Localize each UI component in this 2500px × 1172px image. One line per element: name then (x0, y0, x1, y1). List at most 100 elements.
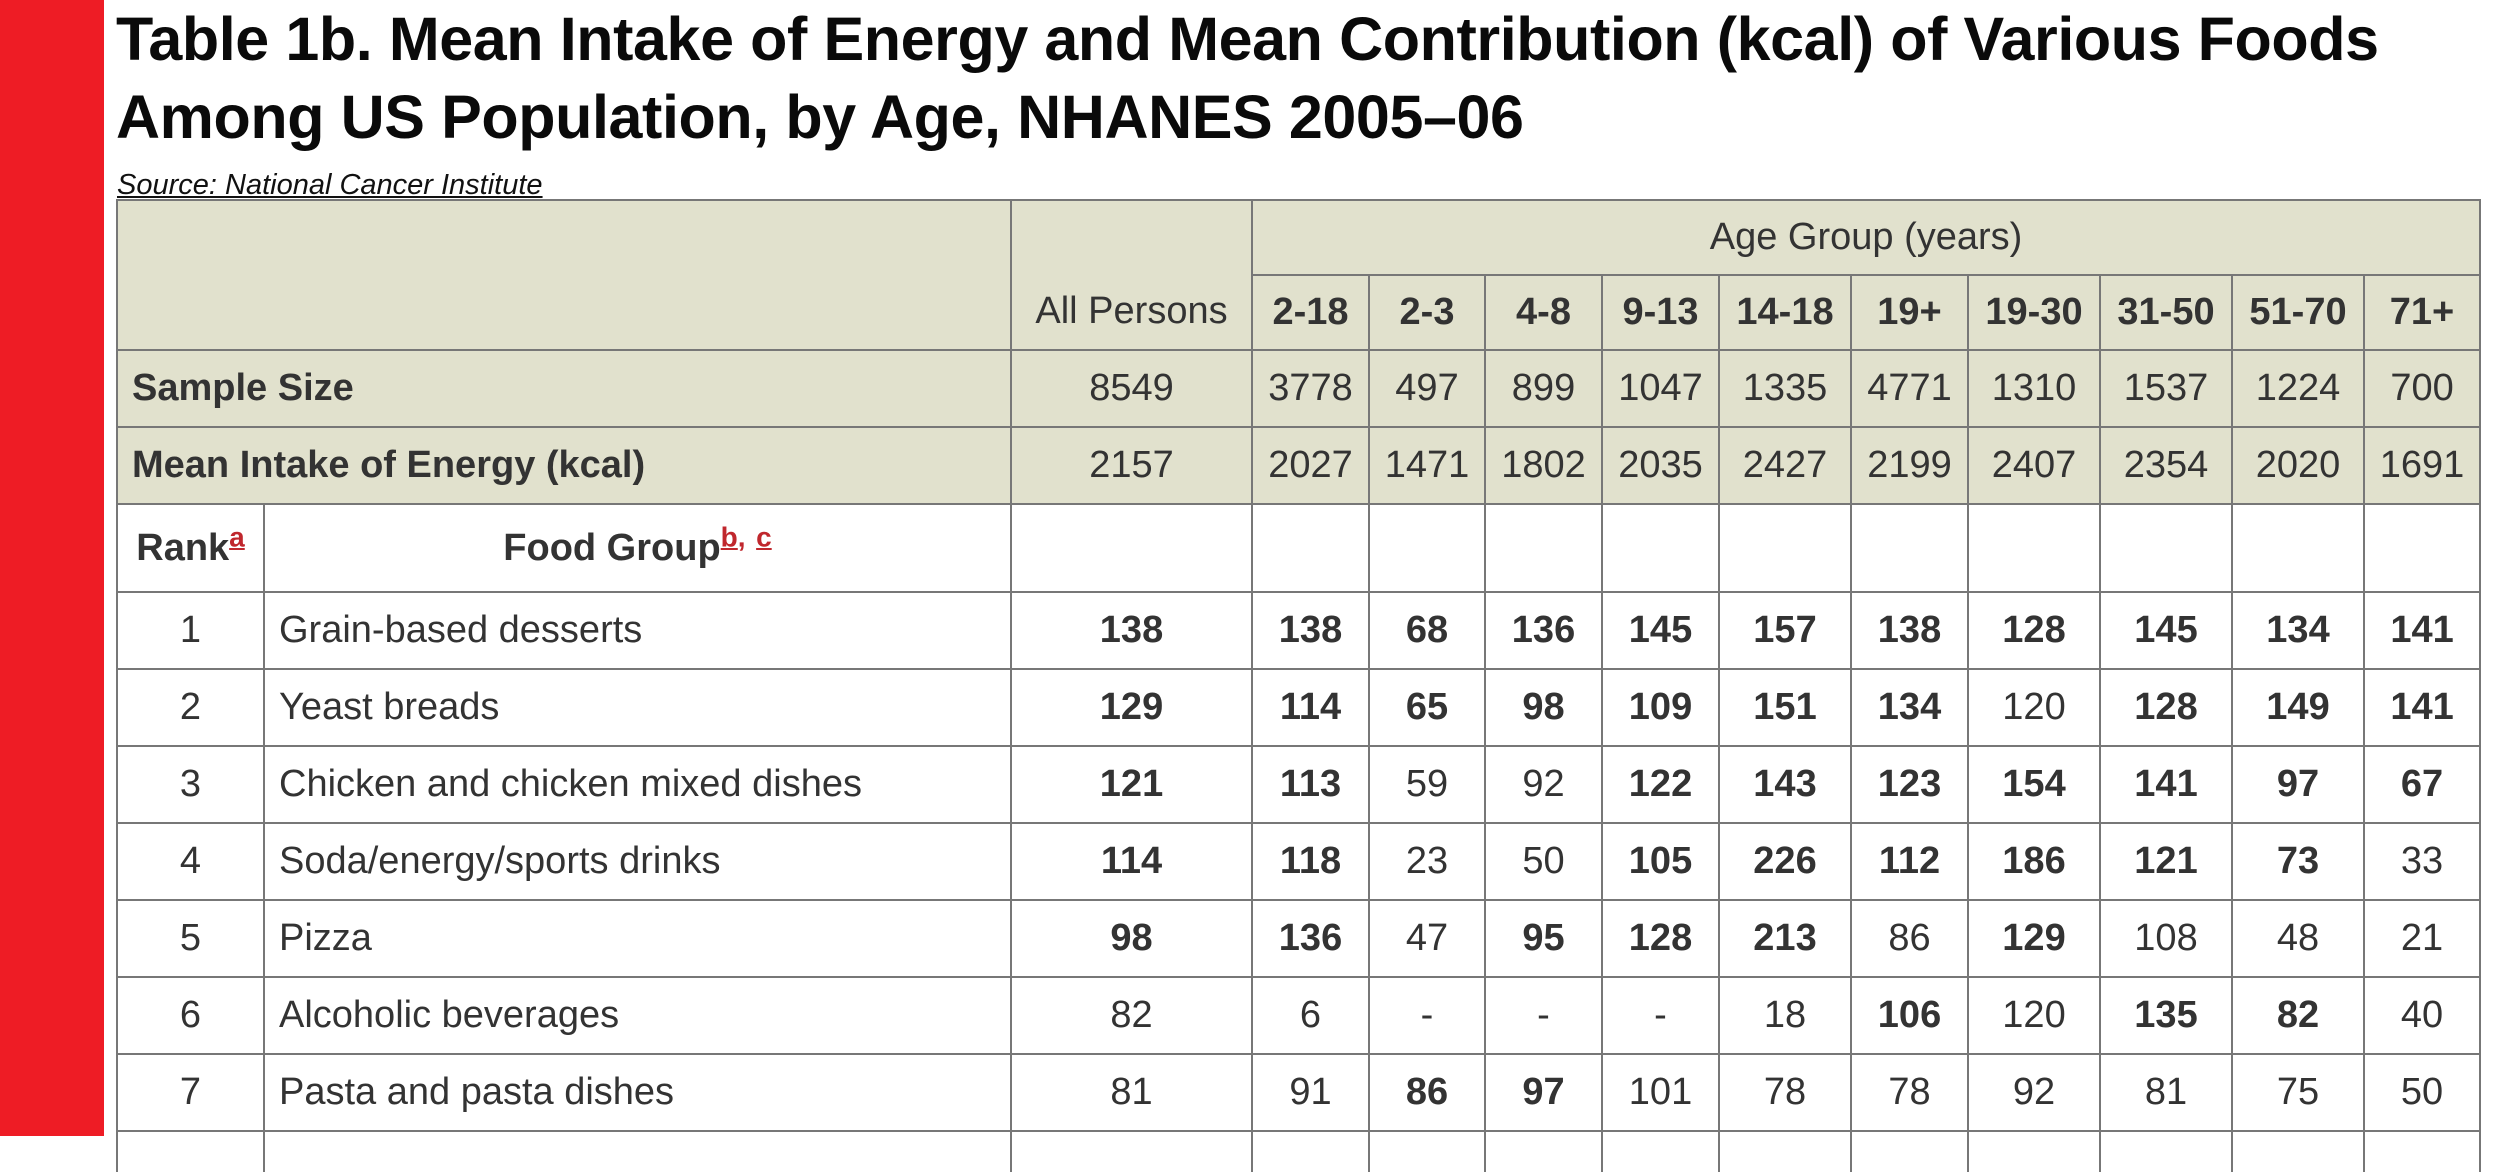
age-value-cell: 97 (1484, 1053, 1603, 1132)
age-value-cell: - (1368, 976, 1486, 1055)
rank-header-row: Ranka Food Groupb, c (116, 503, 2482, 593)
table-row-partial (116, 1130, 2482, 1172)
partial-cell (1251, 1130, 1370, 1172)
partial-cell (2231, 1130, 2365, 1172)
age-value-cell: 6 (1251, 976, 1370, 1055)
food-group-cell: Grain-based desserts (263, 591, 1012, 670)
rank-cell: 1 (116, 591, 265, 670)
age-value-cell: 33 (2362, 822, 2482, 901)
age-value-cell: 81 (2099, 1053, 2233, 1132)
age-value-cell: 135 (2099, 976, 2233, 1055)
sample-size-value: 1335 (1718, 349, 1852, 428)
age-value-cell: 154 (1967, 745, 2101, 824)
age-value-cell: 78 (1850, 1053, 1969, 1132)
table-row: 1 Grain-based desserts 138 138 68 136 145 157 13… (116, 591, 2482, 670)
food-group-cell: Pasta and pasta dishes (263, 1053, 1012, 1132)
mean-energy-value: 2199 (1850, 426, 1969, 505)
rank-header-empty-cell (1368, 503, 1486, 593)
header-all-persons: All Persons (1010, 199, 1253, 351)
header-age-group: Age Group (years) (1250, 199, 2482, 276)
rank-header-empty-cell (2099, 503, 2233, 593)
partial-cell (1010, 1130, 1253, 1172)
age-value-cell: 114 (1251, 668, 1370, 747)
partial-cell (1718, 1130, 1852, 1172)
age-value-cell: 136 (1484, 591, 1603, 670)
age-value-cell: 128 (2099, 668, 2233, 747)
age-value-cell: 86 (1368, 1053, 1486, 1132)
all-persons-cell: 114 (1010, 822, 1253, 901)
age-value-cell: 50 (1484, 822, 1603, 901)
age-value-cell: 113 (1251, 745, 1370, 824)
age-value-cell: 186 (1967, 822, 2101, 901)
rank-header-empty-cell (1601, 503, 1720, 593)
age-value-cell: 213 (1718, 899, 1852, 978)
page-title: Table 1b. Mean Intake of Energy and Mean… (116, 5, 2379, 151)
food-group-header: Food Groupb, c (263, 503, 1012, 593)
partial-cell (1601, 1130, 1720, 1172)
age-value-cell: 92 (1484, 745, 1603, 824)
table-row: 2 Yeast breads 129 114 65 98 109 151 134 120 128 14… (116, 668, 2482, 747)
rank-header-empty-cell (2231, 503, 2365, 593)
age-value-cell: 59 (1368, 745, 1486, 824)
age-value-cell: 82 (2231, 976, 2365, 1055)
table-row: 6 Alcoholic beverages 82 6- - -18 106 120 135 82 4… (116, 976, 2482, 1055)
rank-footnote-link[interactable]: a (229, 520, 245, 552)
rank-cell: 6 (116, 976, 265, 1055)
partial-cell (1967, 1130, 2101, 1172)
left-accent-bar (0, 0, 104, 1136)
age-value-cell: 129 (1967, 899, 2101, 978)
partial-cell (2099, 1130, 2233, 1172)
age-value-cell: 92 (1967, 1053, 2101, 1132)
mean-energy-value: 1691 (2362, 426, 2482, 505)
food-group-cell: Soda/energy/sports drinks (263, 822, 1012, 901)
age-value-cell: 123 (1850, 745, 1969, 824)
all-persons-cell: 121 (1010, 745, 1253, 824)
age-value-cell: 86 (1850, 899, 1969, 978)
table-row: 5 Pizza 98 136 47 95 128 213 86 129 108 48 21 (116, 899, 2482, 978)
rank-cell: 7 (116, 1053, 265, 1132)
sample-size-all: 8549 (1010, 349, 1253, 428)
age-value-cell: 138 (1251, 591, 1370, 670)
header-age-2-3: 2-3 (1368, 274, 1486, 351)
age-value-cell: 151 (1718, 668, 1852, 747)
age-value-cell: - (1601, 976, 1720, 1055)
header-age-9-13: 9-13 (1601, 274, 1720, 351)
age-value-cell: 73 (2231, 822, 2365, 901)
age-value-cell: 23 (1368, 822, 1486, 901)
mean-energy-value: 1471 (1368, 426, 1486, 505)
age-value-cell: 18 (1718, 976, 1852, 1055)
age-value-cell: 122 (1601, 745, 1720, 824)
partial-cell (2362, 1130, 2482, 1172)
sample-size-value: 1537 (2099, 349, 2233, 428)
rank-cell: 5 (116, 899, 265, 978)
age-value-cell: 121 (2099, 822, 2233, 901)
food-group-cell: Yeast breads (263, 668, 1012, 747)
age-value-cell: 136 (1251, 899, 1370, 978)
sample-size-value: 3778 (1251, 349, 1370, 428)
age-value-cell: 141 (2099, 745, 2233, 824)
age-value-cell: 120 (1967, 668, 2101, 747)
source-link[interactable]: Source: National Cancer Institute (117, 169, 543, 201)
age-value-cell: 21 (2362, 899, 2482, 978)
age-value-cell: 128 (1967, 591, 2101, 670)
table-row: 3 Chicken and chicken mixed dishes 121 113 5… (116, 745, 2482, 824)
mean-energy-all: 2157 (1010, 426, 1253, 505)
mean-energy-value: 2407 (1967, 426, 2101, 505)
age-value-cell: 75 (2231, 1053, 2365, 1132)
partial-cell (263, 1130, 1012, 1172)
food-footnote-b-link[interactable]: b (720, 520, 738, 552)
food-group-cell: Chicken and chicken mixed dishes (263, 745, 1012, 824)
rank-cell: 2 (116, 668, 265, 747)
food-footnote-c-link[interactable]: c (756, 520, 772, 552)
age-value-cell: 47 (1368, 899, 1486, 978)
sample-size-value: 4771 (1850, 349, 1969, 428)
mean-energy-value: 2020 (2231, 426, 2365, 505)
header-age-4-8: 4-8 (1484, 274, 1603, 351)
age-value-cell: 78 (1718, 1053, 1852, 1132)
header-age-31-50: 31-50 (2099, 274, 2233, 351)
partial-cell (1484, 1130, 1603, 1172)
sample-size-value: 1047 (1601, 349, 1720, 428)
age-value-cell: 95 (1484, 899, 1603, 978)
rank-cell: 3 (116, 745, 265, 824)
age-value-cell: 141 (2362, 668, 2482, 747)
